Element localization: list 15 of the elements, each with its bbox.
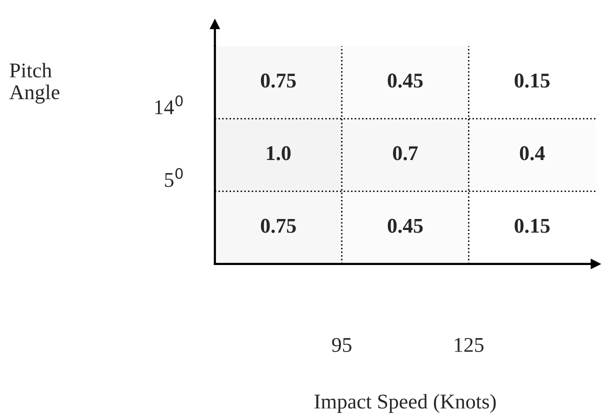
text: Impact Speed (Knots): [314, 394, 496, 413]
data-label: 0.45: [388, 74, 423, 88]
text: 95: [332, 338, 352, 352]
text: Pitch Angle: [9, 62, 60, 104]
data-label: 0.75: [260, 74, 296, 88]
text: 5$^{0}$: [165, 168, 183, 187]
data-label: 0.4: [520, 146, 545, 160]
data-label: 0.7: [393, 146, 418, 160]
data-label: 0.15: [514, 218, 550, 233]
data-label: 0.15: [514, 74, 550, 88]
text: 125: [454, 338, 484, 352]
data-label: 1.0: [266, 146, 291, 160]
data-label: 0.75: [260, 218, 296, 233]
data-label: 0.45: [388, 218, 423, 233]
text: 14$^{0}$: [155, 95, 183, 114]
